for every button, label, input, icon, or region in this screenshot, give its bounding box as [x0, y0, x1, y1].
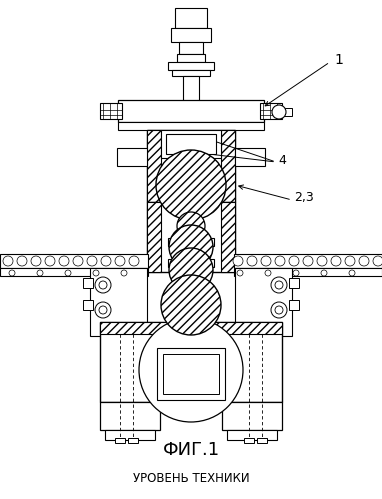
Circle shape: [129, 256, 139, 266]
Circle shape: [45, 256, 55, 266]
Bar: [100, 322, 282, 402]
Bar: [234, 268, 382, 276]
Circle shape: [169, 248, 213, 292]
Bar: [100, 402, 160, 430]
Bar: [83, 278, 93, 288]
Bar: [118, 100, 264, 122]
Bar: [177, 54, 205, 62]
Circle shape: [17, 256, 27, 266]
Bar: [100, 103, 122, 119]
Circle shape: [87, 256, 97, 266]
Circle shape: [121, 270, 127, 276]
Bar: [163, 354, 219, 394]
Circle shape: [272, 105, 286, 119]
Bar: [147, 202, 161, 272]
Circle shape: [95, 277, 111, 293]
Bar: [168, 259, 214, 267]
Circle shape: [99, 281, 107, 289]
Circle shape: [37, 270, 43, 276]
Circle shape: [345, 256, 355, 266]
Circle shape: [115, 256, 125, 266]
Circle shape: [331, 256, 341, 266]
Bar: [227, 430, 277, 440]
Bar: [289, 278, 299, 288]
Bar: [100, 322, 282, 334]
Circle shape: [95, 302, 111, 318]
Bar: [235, 268, 292, 336]
Circle shape: [303, 256, 313, 266]
Circle shape: [321, 270, 327, 276]
Circle shape: [271, 277, 287, 293]
Bar: [0, 254, 148, 268]
Bar: [260, 103, 282, 119]
Text: ФИГ.1: ФИГ.1: [162, 441, 220, 459]
Circle shape: [271, 302, 287, 318]
Bar: [161, 130, 221, 158]
Circle shape: [349, 270, 355, 276]
Circle shape: [3, 256, 13, 266]
Circle shape: [31, 256, 41, 266]
Circle shape: [261, 256, 271, 266]
Circle shape: [289, 256, 299, 266]
Bar: [222, 402, 282, 430]
Bar: [157, 348, 225, 400]
Bar: [117, 148, 147, 166]
Circle shape: [139, 318, 243, 422]
Circle shape: [247, 256, 257, 266]
Bar: [289, 300, 299, 310]
Bar: [282, 108, 292, 116]
Bar: [118, 122, 264, 130]
Circle shape: [65, 270, 71, 276]
Circle shape: [99, 306, 107, 314]
Circle shape: [237, 270, 243, 276]
Circle shape: [161, 275, 221, 335]
Bar: [83, 300, 93, 310]
Text: 4: 4: [278, 154, 286, 167]
Bar: [0, 268, 148, 276]
Circle shape: [233, 256, 243, 266]
Bar: [115, 438, 125, 443]
Bar: [147, 130, 161, 202]
Bar: [235, 148, 265, 166]
Bar: [168, 238, 214, 246]
Bar: [221, 130, 235, 202]
Bar: [172, 70, 210, 76]
Bar: [105, 430, 155, 440]
Circle shape: [293, 270, 299, 276]
Bar: [147, 202, 235, 272]
Bar: [257, 438, 267, 443]
Text: УРОВЕНЬ ТЕХНИКИ: УРОВЕНЬ ТЕХНИКИ: [133, 472, 249, 485]
Bar: [147, 130, 235, 202]
Circle shape: [275, 256, 285, 266]
Bar: [179, 42, 203, 54]
Bar: [90, 268, 147, 336]
Circle shape: [317, 256, 327, 266]
Bar: [234, 254, 382, 268]
Bar: [168, 62, 214, 70]
Circle shape: [93, 270, 99, 276]
Bar: [175, 8, 207, 28]
Bar: [183, 76, 199, 106]
Bar: [128, 438, 138, 443]
Circle shape: [177, 212, 205, 240]
Circle shape: [73, 256, 83, 266]
Circle shape: [156, 150, 226, 220]
Bar: [244, 438, 254, 443]
Circle shape: [9, 270, 15, 276]
Text: 2,3: 2,3: [294, 192, 314, 205]
Text: 1: 1: [334, 53, 343, 67]
Circle shape: [275, 281, 283, 289]
Circle shape: [59, 256, 69, 266]
Bar: [166, 134, 216, 154]
Circle shape: [265, 270, 271, 276]
Circle shape: [359, 256, 369, 266]
Circle shape: [101, 256, 111, 266]
Bar: [171, 28, 211, 42]
Circle shape: [275, 306, 283, 314]
Circle shape: [373, 256, 382, 266]
Bar: [221, 202, 235, 272]
Circle shape: [169, 225, 213, 269]
